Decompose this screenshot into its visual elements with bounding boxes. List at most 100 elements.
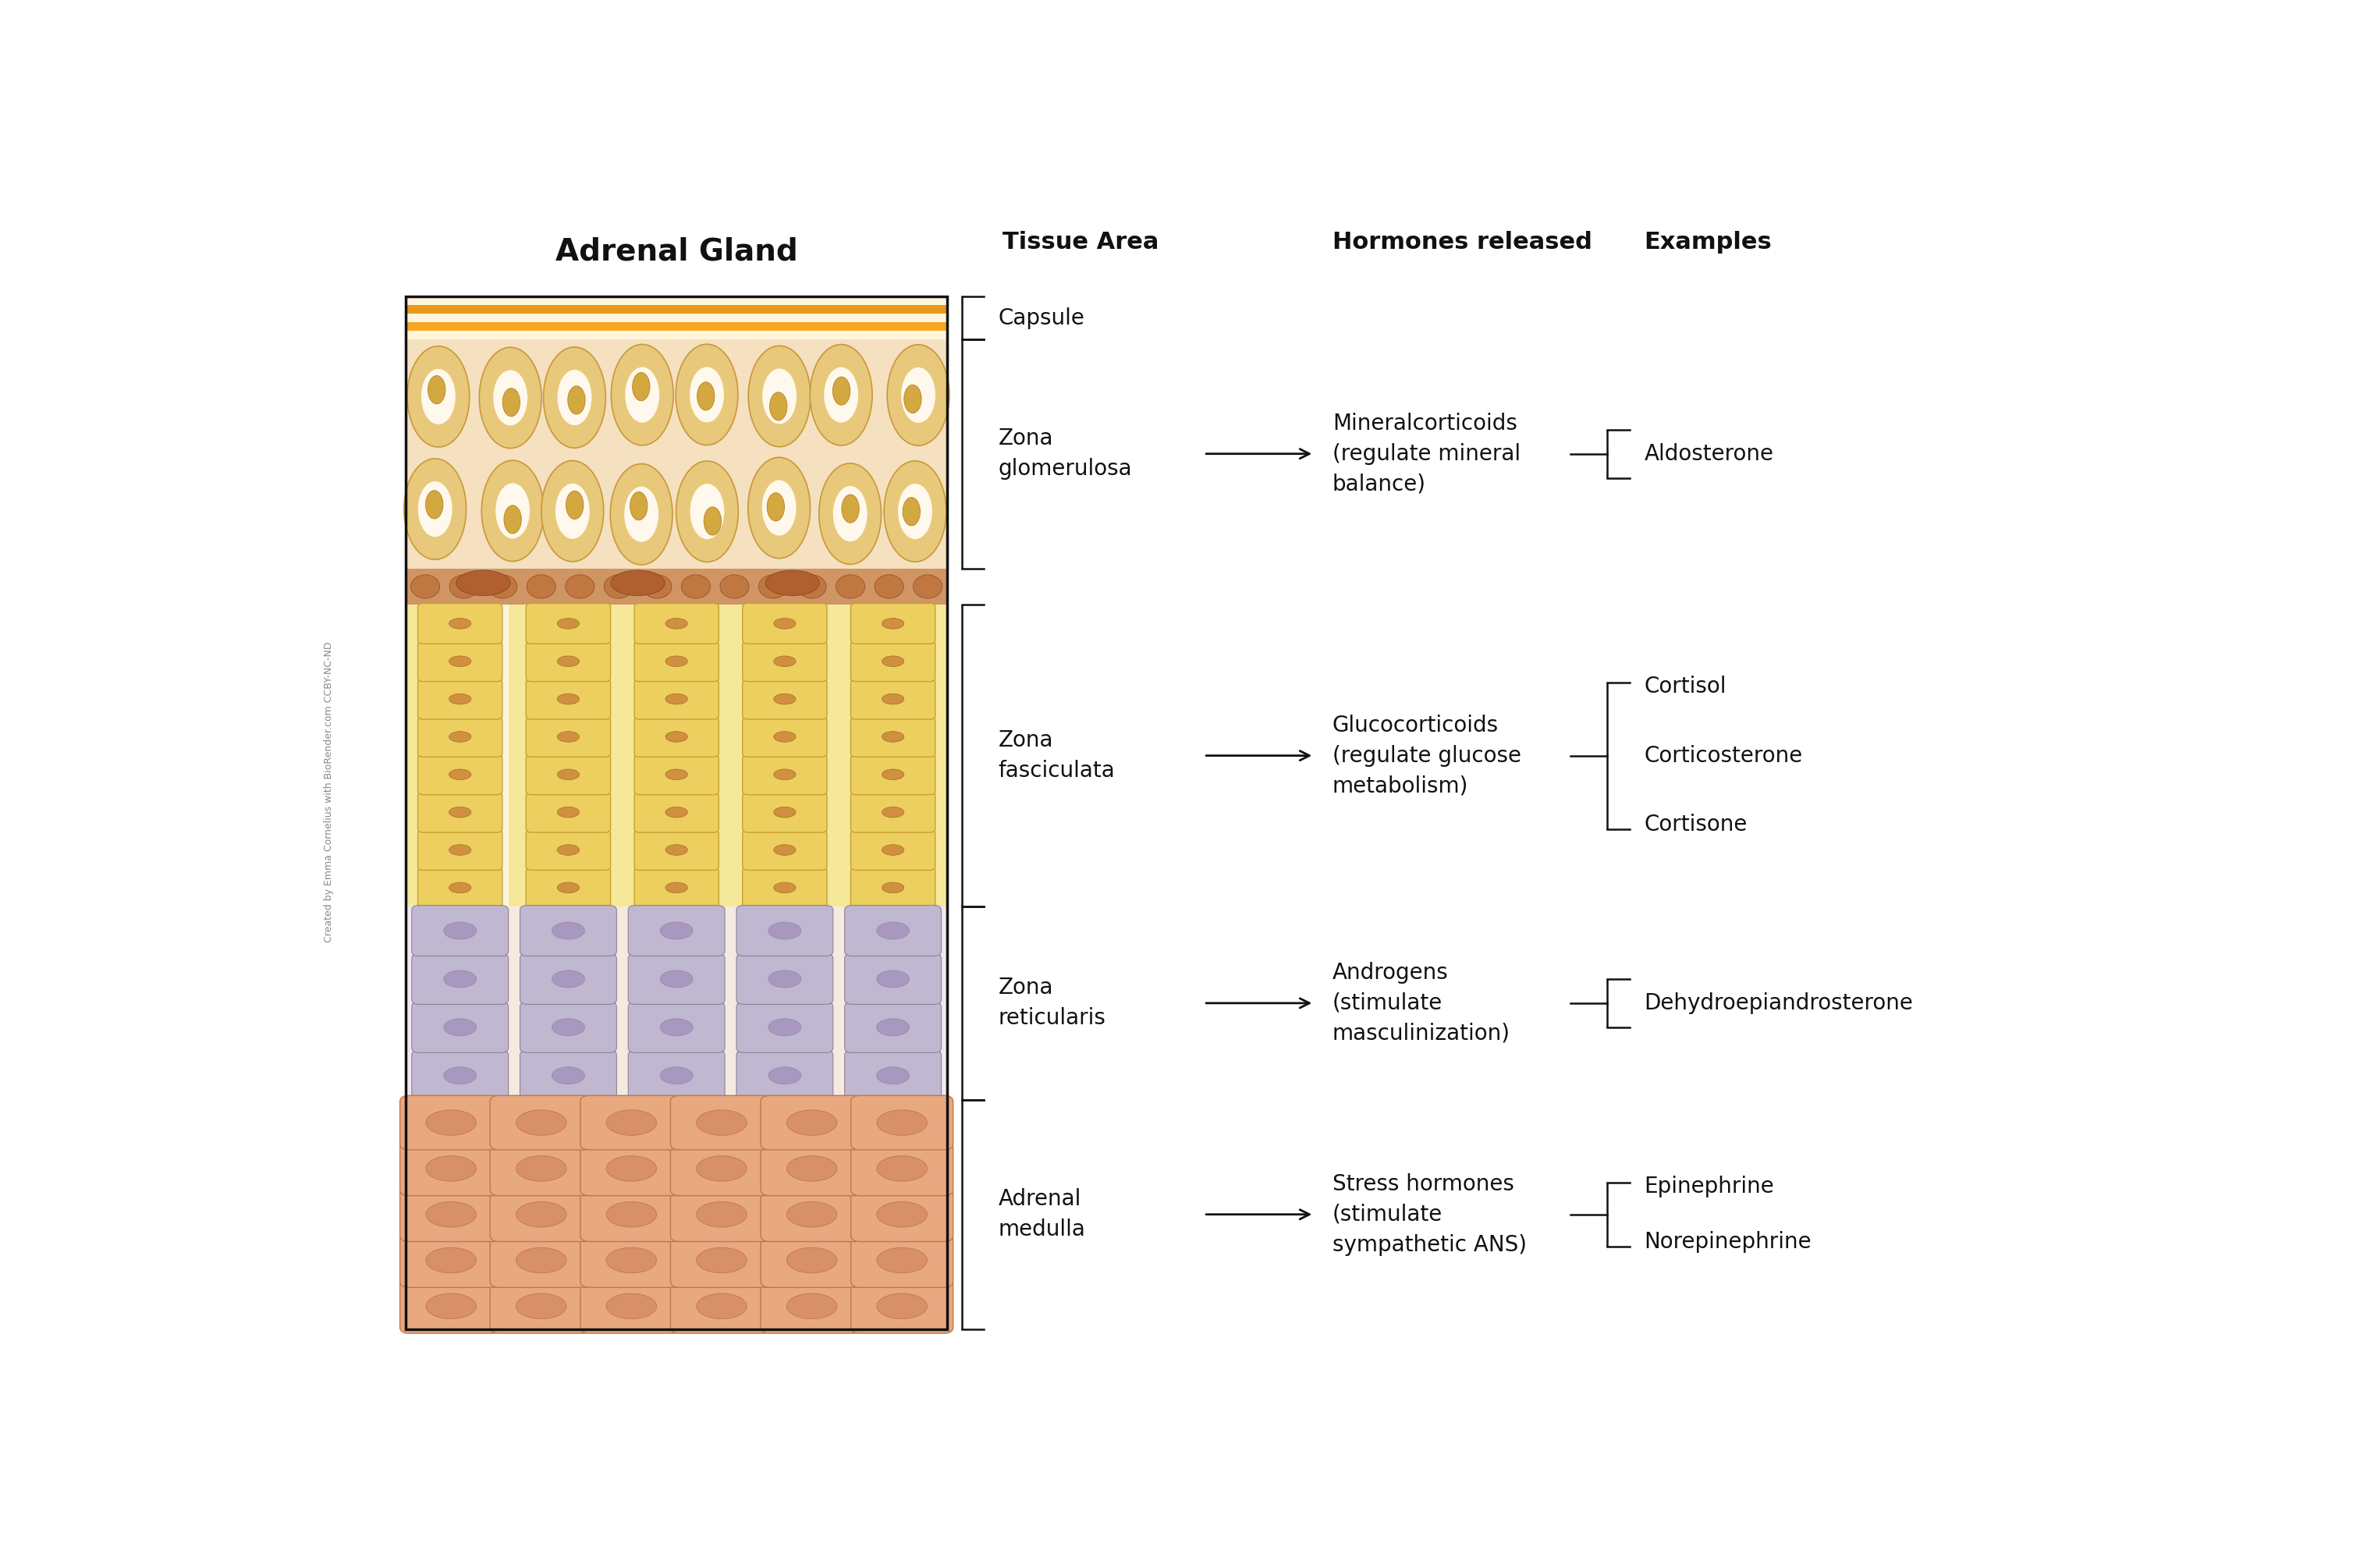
FancyBboxPatch shape — [850, 1142, 954, 1196]
Bar — [407, 906, 947, 1099]
Ellipse shape — [556, 655, 580, 666]
Ellipse shape — [883, 808, 904, 817]
FancyBboxPatch shape — [743, 717, 826, 757]
FancyBboxPatch shape — [845, 1051, 942, 1101]
Text: Adrenal
medulla: Adrenal medulla — [999, 1189, 1086, 1240]
Ellipse shape — [632, 373, 651, 401]
FancyBboxPatch shape — [760, 1187, 864, 1242]
FancyBboxPatch shape — [634, 679, 720, 720]
Ellipse shape — [611, 464, 672, 564]
Ellipse shape — [774, 655, 795, 666]
Ellipse shape — [665, 845, 686, 855]
Ellipse shape — [748, 347, 810, 447]
FancyBboxPatch shape — [743, 867, 826, 908]
Ellipse shape — [556, 483, 589, 539]
Ellipse shape — [606, 1156, 656, 1181]
Ellipse shape — [760, 575, 788, 599]
Text: Corticosterone: Corticosterone — [1645, 745, 1804, 767]
Ellipse shape — [495, 483, 530, 538]
Ellipse shape — [904, 384, 921, 412]
Ellipse shape — [630, 492, 649, 521]
Ellipse shape — [774, 693, 795, 704]
FancyBboxPatch shape — [525, 717, 611, 757]
Ellipse shape — [606, 1201, 656, 1228]
FancyBboxPatch shape — [743, 641, 826, 682]
Ellipse shape — [798, 575, 826, 599]
Ellipse shape — [606, 1110, 656, 1135]
FancyBboxPatch shape — [627, 905, 724, 956]
FancyBboxPatch shape — [634, 604, 720, 644]
Ellipse shape — [876, 1201, 928, 1228]
Text: Adrenal Gland: Adrenal Gland — [556, 237, 798, 267]
Ellipse shape — [566, 575, 594, 599]
FancyBboxPatch shape — [419, 867, 502, 908]
FancyBboxPatch shape — [580, 1142, 682, 1196]
Ellipse shape — [528, 575, 556, 599]
Ellipse shape — [552, 1019, 585, 1036]
Ellipse shape — [665, 770, 686, 779]
Ellipse shape — [883, 693, 904, 704]
FancyBboxPatch shape — [525, 641, 611, 682]
Ellipse shape — [450, 655, 471, 666]
FancyBboxPatch shape — [627, 1051, 724, 1101]
Ellipse shape — [660, 922, 694, 939]
Ellipse shape — [556, 618, 580, 629]
Ellipse shape — [767, 492, 783, 521]
FancyBboxPatch shape — [580, 1279, 682, 1333]
FancyBboxPatch shape — [850, 867, 935, 908]
Bar — [504, 906, 525, 1099]
Ellipse shape — [876, 1019, 909, 1036]
Ellipse shape — [774, 731, 795, 742]
FancyBboxPatch shape — [845, 1002, 942, 1052]
FancyBboxPatch shape — [525, 604, 611, 644]
Ellipse shape — [568, 386, 585, 414]
Ellipse shape — [810, 345, 873, 445]
FancyBboxPatch shape — [850, 641, 935, 682]
Ellipse shape — [542, 461, 604, 561]
Ellipse shape — [883, 731, 904, 742]
Ellipse shape — [698, 383, 715, 411]
Ellipse shape — [883, 461, 947, 561]
Ellipse shape — [883, 770, 904, 779]
Ellipse shape — [883, 618, 904, 629]
FancyBboxPatch shape — [670, 1187, 772, 1242]
Ellipse shape — [426, 1156, 476, 1181]
FancyBboxPatch shape — [400, 1096, 502, 1149]
Ellipse shape — [556, 883, 580, 894]
Ellipse shape — [689, 367, 724, 422]
Text: Tissue Area: Tissue Area — [1001, 230, 1157, 254]
Ellipse shape — [450, 808, 471, 817]
Ellipse shape — [426, 1201, 476, 1228]
FancyBboxPatch shape — [845, 953, 942, 1005]
Ellipse shape — [556, 370, 592, 425]
FancyBboxPatch shape — [490, 1187, 592, 1242]
Bar — [407, 331, 947, 339]
Ellipse shape — [675, 345, 739, 445]
Ellipse shape — [769, 1019, 800, 1036]
Ellipse shape — [876, 971, 909, 988]
Text: Capsule: Capsule — [999, 307, 1084, 329]
Text: Examples: Examples — [1645, 230, 1773, 254]
FancyBboxPatch shape — [525, 867, 611, 908]
Ellipse shape — [450, 731, 471, 742]
FancyBboxPatch shape — [850, 1187, 954, 1242]
Ellipse shape — [665, 618, 686, 629]
Ellipse shape — [883, 845, 904, 855]
Bar — [611, 906, 634, 1099]
Text: Zona
fasciculata: Zona fasciculata — [999, 729, 1115, 782]
FancyBboxPatch shape — [670, 1142, 772, 1196]
Ellipse shape — [786, 1294, 838, 1319]
Ellipse shape — [443, 1019, 476, 1036]
FancyBboxPatch shape — [634, 641, 720, 682]
Bar — [407, 569, 947, 605]
Ellipse shape — [644, 575, 672, 599]
Ellipse shape — [786, 1201, 838, 1228]
Ellipse shape — [426, 1110, 476, 1135]
FancyBboxPatch shape — [743, 679, 826, 720]
Text: Created by Emma Cornelius with BioRender.com CCBY-NC-ND: Created by Emma Cornelius with BioRender… — [324, 641, 334, 942]
Bar — [407, 306, 947, 314]
Ellipse shape — [762, 368, 798, 423]
Bar — [407, 296, 947, 306]
Ellipse shape — [833, 376, 850, 405]
Ellipse shape — [450, 845, 471, 855]
